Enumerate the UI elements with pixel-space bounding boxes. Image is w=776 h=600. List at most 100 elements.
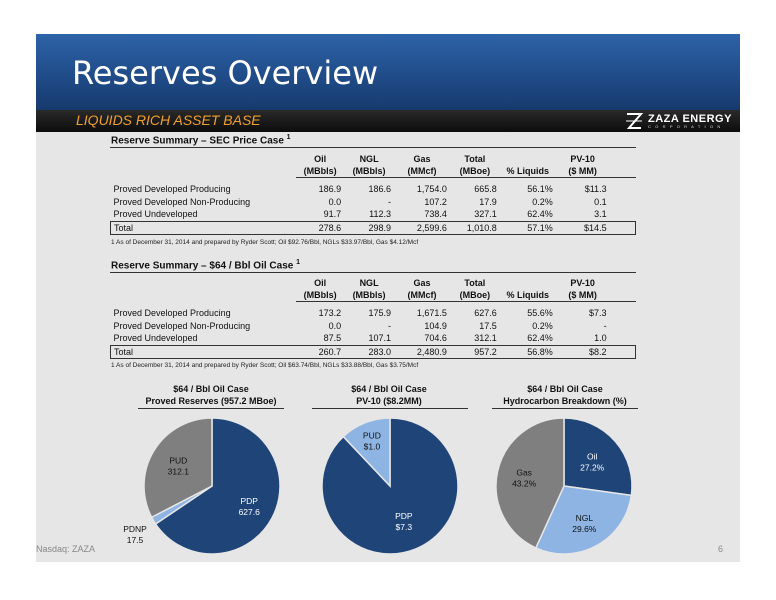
pie1-title-line2: Proved Reserves (957.2 MBoe) (145, 396, 277, 406)
table-row: Proved Undeveloped 87.5 107.1 704.6 312.… (111, 332, 636, 345)
cell-oil: 278.6 (296, 220, 345, 235)
col-gas: Gas (413, 278, 431, 288)
table1-title: Reserve Summary – SEC Price Case 1 (111, 134, 291, 146)
pie1-title-line1: $64 / Bbl Oil Case (173, 384, 249, 394)
cell-total: 627.6 (474, 307, 497, 318)
logo-name: ZAZA ENERGY (648, 113, 732, 125)
col-ngl: NGL (359, 154, 379, 164)
table2-title-rule (110, 272, 636, 273)
cell-liquids: 56.1% (527, 183, 553, 194)
pie-slice-pud (143, 417, 213, 519)
cell-oil: 173.2 (318, 307, 342, 318)
col-total-unit: (MBoe) (449, 289, 500, 302)
pie2-title-rule (312, 408, 468, 409)
pie-label-pdp-name: PDP (240, 496, 258, 506)
cell-gas: 1,671.5 (416, 307, 447, 318)
cell-liquids: 62.4% (527, 333, 553, 344)
row-label: Total (110, 220, 297, 235)
pie3-title-line2: Hydrocarbon Breakdown (%) (503, 396, 627, 406)
cell-total: 327.1 (474, 209, 497, 220)
pie3-title-line1: $64 / Bbl Oil Case (527, 384, 603, 394)
company-logo: ZAZA ENERGY C O R P O R A T I O N (624, 112, 738, 130)
table2-unit-row: (MBbls) (MBbls) (MMcf) (MBoe) % Liquids … (111, 289, 636, 302)
cell-ngl: - (388, 196, 392, 207)
col-oil: Oil (314, 278, 327, 288)
cell-total: 1,010.8 (449, 220, 500, 235)
cell-oil: 260.7 (296, 344, 345, 359)
pie-label-pud-name: PUD (169, 456, 187, 466)
cell-oil: 186.9 (318, 183, 342, 194)
col-ngl: NGL (359, 278, 379, 288)
table-total-row: Total 260.7 283.0 2,480.9 957.2 56.8% $8… (110, 344, 636, 359)
cell-pv10: $8.2 (555, 344, 610, 359)
pie-label-pud-name: PUD (363, 431, 381, 441)
cell-liquids: 57.1% (499, 220, 556, 235)
logo-subtext: C O R P O R A T I O N (648, 124, 722, 129)
footer-ticker: Nasdaq: ZAZA (36, 544, 96, 554)
cell-pv10: $7.3 (589, 307, 607, 318)
cell-pv10: 1.0 (594, 333, 607, 344)
pie-slice-pud (342, 417, 391, 488)
cell-liquids: 56.8% (499, 344, 556, 359)
col-pv10: PV-10 (570, 154, 595, 164)
table2-footnote: 1 As of December 31, 2014 and prepared b… (111, 362, 419, 369)
pie3-title-rule (492, 408, 638, 409)
row-label: Total (110, 344, 297, 359)
zaza-logo-icon (626, 113, 644, 129)
cell-liquids: 0.2% (532, 196, 553, 207)
col-pv10-unit: ($ MM) (555, 165, 610, 178)
table2-header-row: Oil NGL Gas Total PV-10 (111, 277, 636, 289)
pie1-title-rule (138, 408, 284, 409)
col-total: Total (464, 154, 486, 164)
pie-slice-gas (495, 417, 565, 549)
cell-total: 665.8 (474, 183, 497, 194)
cell-ngl: 175.9 (368, 307, 392, 318)
cell-total: 17.5 (479, 320, 497, 331)
table-row: Proved Developed Producing 186.9 186.6 1… (111, 182, 636, 195)
row-label: Proved Developed Non-Producing (113, 320, 251, 331)
cell-total: 17.9 (479, 196, 497, 207)
cell-ngl: 186.6 (368, 183, 392, 194)
cell-liquids: 62.4% (527, 209, 553, 220)
cell-gas: 104.9 (424, 320, 447, 331)
cell-ngl: 107.1 (368, 333, 392, 344)
cell-ngl: - (388, 320, 392, 331)
pie-label-pud-value: $1.0 (364, 442, 381, 452)
pie1-pdnp-name: PDNP (123, 524, 147, 534)
table-row: Proved Undeveloped 91.7 112.3 738.4 327.… (111, 208, 636, 221)
pie-label-ngl-value: 29.6% (572, 524, 597, 534)
pie2-title-line2: PV-10 ($8.2MM) (356, 396, 422, 406)
pie-label-oil-value: 27.2% (580, 462, 605, 472)
table1-header-row: Oil NGL Gas Total PV-10 (111, 153, 636, 165)
cell-ngl: 283.0 (344, 344, 395, 359)
table2-footnote-ref: 1 (296, 259, 301, 266)
col-oil: Oil (314, 154, 327, 164)
col-gas: Gas (413, 154, 431, 164)
cell-pv10: $14.5 (555, 220, 610, 235)
col-liquids: % Liquids (499, 289, 556, 302)
cell-pv10: - (603, 320, 607, 331)
pie-label-ngl-name: NGL (576, 513, 594, 523)
cell-ngl: 112.3 (369, 209, 392, 220)
cell-ngl: 298.9 (344, 220, 395, 235)
cell-gas: 2,480.9 (394, 344, 450, 359)
col-ngl-unit: (MBbls) (344, 289, 395, 302)
table-total-row: Total 278.6 298.9 2,599.6 1,010.8 57.1% … (110, 220, 636, 235)
pie-slice-ngl (534, 485, 633, 555)
col-total: Total (464, 278, 486, 288)
row-label: Proved Undeveloped (113, 209, 198, 220)
cell-oil: 91.7 (323, 209, 342, 220)
pie-label-pdp-name: PDP (395, 511, 413, 521)
pie3-title: $64 / Bbl Oil Case Hydrocarbon Breakdown… (490, 383, 640, 407)
pie-label-pud-value: 312.1 (168, 467, 190, 477)
col-ngl-unit: (MBbls) (344, 165, 395, 178)
subtitle: LIQUIDS RICH ASSET BASE (76, 112, 261, 128)
page-number: 6 (718, 544, 724, 554)
table1-unit-row: (MBbls) (MBbls) (MMcf) (MBoe) % Liquids … (111, 165, 636, 178)
cell-oil: 87.5 (323, 333, 342, 344)
cell-pv10: $11.3 (584, 183, 607, 194)
cell-gas: 107.2 (424, 196, 447, 207)
col-oil-unit: (MBbls) (296, 165, 345, 178)
